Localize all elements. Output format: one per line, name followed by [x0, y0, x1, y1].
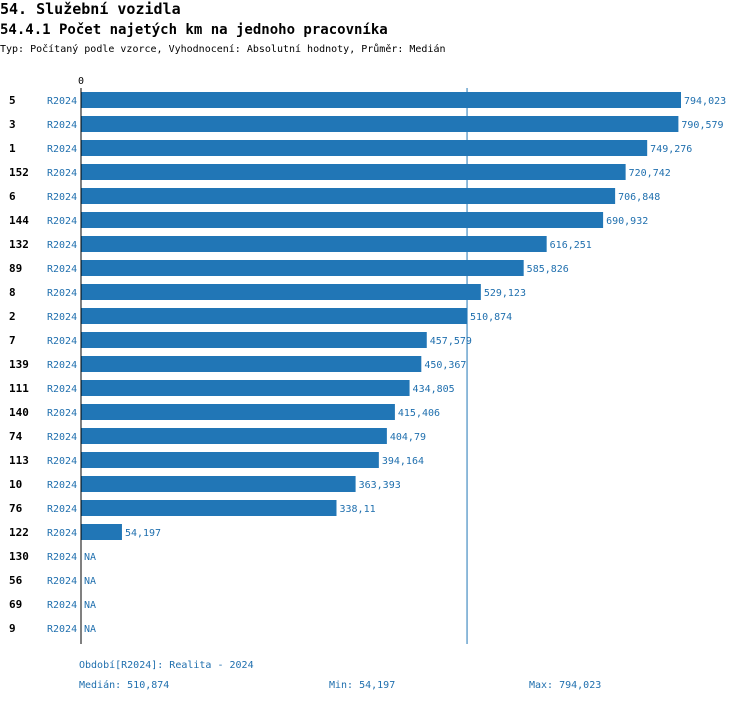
category-label: 76 — [9, 502, 23, 515]
bar — [81, 308, 468, 324]
chart-title: 54.4.1 Počet najetých km na jednoho prac… — [0, 22, 388, 38]
category-label: 74 — [9, 430, 23, 443]
series-label: R2024 — [47, 168, 77, 179]
value-label: 616,251 — [550, 240, 592, 251]
series-label: R2024 — [47, 96, 77, 107]
bar — [81, 116, 679, 132]
bar-chart: 0 5 R2024 794,023 3 R2024 790,579 1 R2024 749,276… — [9, 76, 726, 644]
value-label: 363,393 — [359, 480, 401, 491]
bar — [81, 500, 337, 516]
series-label: R2024 — [47, 288, 77, 299]
bar — [81, 380, 410, 396]
category-label: 132 — [9, 238, 29, 251]
bar — [81, 332, 427, 348]
bar — [81, 92, 681, 108]
series-label: R2024 — [47, 600, 77, 611]
value-label: 338,11 — [339, 504, 375, 515]
bar — [81, 476, 356, 492]
value-label: 749,276 — [650, 144, 692, 155]
value-label: 54,197 — [125, 528, 161, 539]
bar — [81, 356, 422, 372]
footer-min: Min: 54,197 — [329, 680, 396, 691]
bar — [81, 524, 122, 540]
footer-max: Max: 794,023 — [529, 680, 602, 691]
bar — [81, 260, 524, 276]
category-label: 10 — [9, 478, 22, 491]
footer-median: Medián: 510,874 — [79, 680, 170, 691]
value-label: 720,742 — [629, 168, 671, 179]
series-label: R2024 — [47, 336, 77, 347]
bar — [81, 284, 481, 300]
category-label: 140 — [9, 406, 29, 419]
series-label: R2024 — [47, 264, 77, 275]
category-label: 7 — [9, 334, 16, 347]
value-label: 457,579 — [430, 336, 472, 347]
series-label: R2024 — [47, 216, 77, 227]
series-label: R2024 — [47, 624, 77, 635]
value-label: 706,848 — [618, 192, 660, 203]
series-label: R2024 — [47, 408, 77, 419]
category-label: 111 — [9, 382, 29, 395]
series-label: R2024 — [47, 552, 77, 563]
value-label: 585,826 — [527, 264, 569, 275]
value-label: NA — [84, 576, 96, 587]
category-label: 8 — [9, 286, 16, 299]
category-label: 130 — [9, 550, 29, 563]
category-label: 113 — [9, 454, 29, 467]
series-label: R2024 — [47, 144, 77, 155]
series-label: R2024 — [47, 360, 77, 371]
value-label: 790,579 — [681, 120, 723, 131]
series-label: R2024 — [47, 504, 77, 515]
category-label: 56 — [9, 574, 23, 587]
category-label: 6 — [9, 190, 16, 203]
category-label: 152 — [9, 166, 29, 179]
value-label: 434,805 — [413, 384, 455, 395]
category-label: 89 — [9, 262, 22, 275]
bar — [81, 404, 395, 420]
bar — [81, 428, 387, 444]
bar — [81, 164, 626, 180]
series-label: R2024 — [47, 312, 77, 323]
bar — [81, 188, 616, 204]
category-label: 69 — [9, 598, 22, 611]
value-label: 394,164 — [382, 456, 424, 467]
bar — [81, 452, 379, 468]
value-label: 690,932 — [606, 216, 648, 227]
value-label: NA — [84, 624, 96, 635]
value-label: 529,123 — [484, 288, 526, 299]
series-label: R2024 — [47, 576, 77, 587]
bar — [81, 236, 547, 252]
series-label: R2024 — [47, 384, 77, 395]
series-label: R2024 — [47, 240, 77, 251]
value-label: 404,79 — [390, 432, 426, 443]
axis-zero-label: 0 — [78, 76, 84, 87]
category-label: 139 — [9, 358, 29, 371]
bar — [81, 140, 648, 156]
category-label: 3 — [9, 118, 16, 131]
footer-period: Období[R2024]: Realita - 2024 — [79, 660, 254, 671]
series-label: R2024 — [47, 528, 77, 539]
series-label: R2024 — [47, 120, 77, 131]
category-label: 144 — [9, 214, 29, 227]
bar — [81, 212, 604, 228]
value-label: NA — [84, 600, 96, 611]
series-label: R2024 — [47, 480, 77, 491]
value-label: NA — [84, 552, 96, 563]
value-label: 794,023 — [684, 96, 726, 107]
series-label: R2024 — [47, 456, 77, 467]
category-label: 9 — [9, 622, 16, 635]
category-label: 2 — [9, 310, 16, 323]
section-title: 54. Služební vozidla — [0, 0, 181, 18]
chart-subtitle: Typ: Počítaný podle vzorce, Vyhodnocení:… — [0, 44, 446, 55]
category-label: 1 — [9, 142, 16, 155]
series-label: R2024 — [47, 432, 77, 443]
category-label: 122 — [9, 526, 29, 539]
category-label: 5 — [9, 94, 16, 107]
series-label: R2024 — [47, 192, 77, 203]
value-label: 415,406 — [398, 408, 440, 419]
value-label: 510,874 — [470, 312, 512, 323]
value-label: 450,367 — [424, 360, 466, 371]
